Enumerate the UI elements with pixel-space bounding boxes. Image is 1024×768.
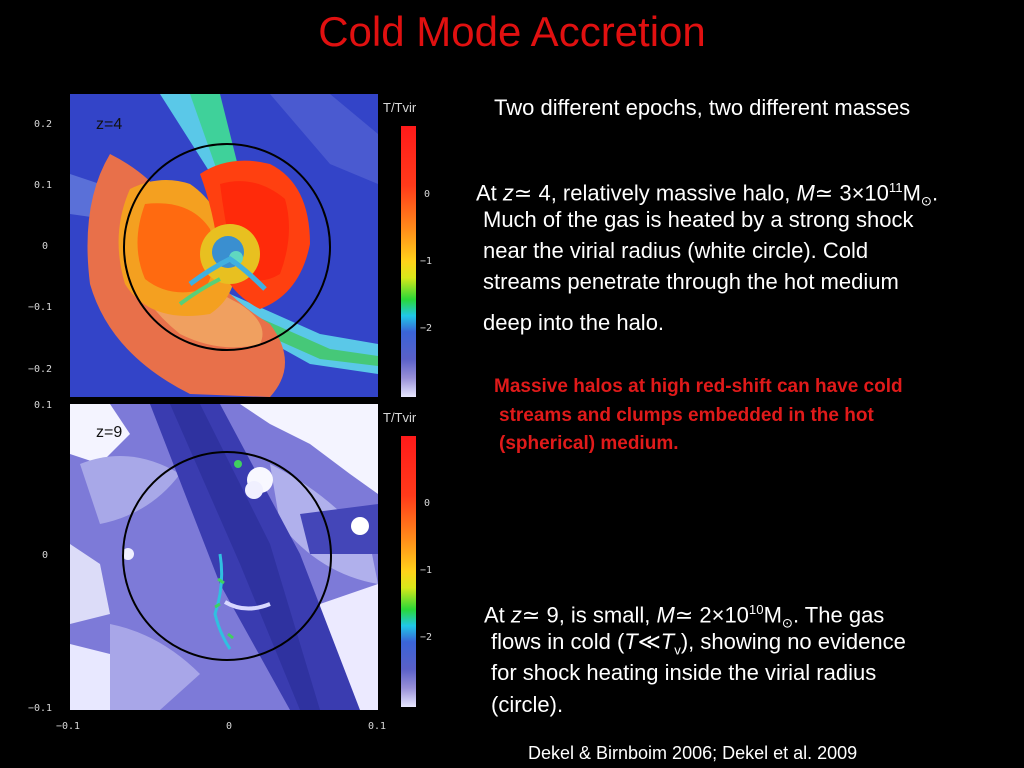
bottom-panel-label: z=9 bbox=[96, 424, 123, 441]
top-colorbar-tick-0: 0 bbox=[424, 189, 431, 200]
bottom-y-tick-1: 0 bbox=[42, 550, 49, 561]
top-temperature-map bbox=[70, 94, 378, 397]
bottom-x-tick-0: −0.1 bbox=[56, 721, 81, 732]
z4-line-3: near the virial radius (white circle). C… bbox=[483, 238, 869, 263]
top-panel-label: z=4 bbox=[96, 116, 123, 133]
bottom-colorbar bbox=[401, 436, 416, 707]
top-y-tick-3: −0.1 bbox=[28, 302, 53, 313]
top-y-tick-4: −0.2 bbox=[28, 364, 53, 375]
bottom-colorbar-tick-0: 0 bbox=[424, 498, 431, 509]
epochs-heading: Two different epochs, two different mass… bbox=[494, 95, 911, 120]
citation: Dekel & Birnboim 2006; Dekel et al. 2009 bbox=[528, 743, 858, 763]
z4-line-5: deep into the halo. bbox=[483, 310, 665, 335]
slide-title: Cold Mode Accretion bbox=[318, 8, 706, 55]
z9-line-4: (circle). bbox=[491, 692, 564, 717]
z4-line-2: Much of the gas is heated by a strong sh… bbox=[483, 207, 914, 232]
bottom-temperature-map bbox=[70, 404, 378, 710]
top-y-tick-2: 0 bbox=[42, 241, 49, 252]
top-y-tick-0: 0.2 bbox=[34, 119, 53, 130]
z4-line-4: streams penetrate through the hot medium bbox=[483, 269, 899, 294]
top-colorbar bbox=[401, 126, 416, 397]
z9-line-2: flows in cold (T≪Tv), showing no evidenc… bbox=[491, 629, 906, 658]
top-y-tick-1: 0.1 bbox=[34, 180, 53, 191]
bottom-colorbar-title: T/Tvir bbox=[383, 410, 417, 425]
z9-line-3: for shock heating inside the virial radi… bbox=[491, 660, 877, 685]
highlight-line-3: (spherical) medium. bbox=[499, 433, 679, 454]
bottom-colorbar-tick-1: −1 bbox=[420, 565, 433, 576]
highlight-line-1: Massive halos at high red-shift can have… bbox=[494, 376, 903, 397]
z9-line-1: At z≃ 9, is small, M≃ 2×1010M⊙. The gas bbox=[484, 602, 885, 631]
bottom-y-tick-2: −0.1 bbox=[28, 703, 53, 714]
top-colorbar-tick-1: −1 bbox=[420, 256, 433, 267]
bottom-x-tick-1: 0 bbox=[226, 721, 233, 732]
z4-line-1: At z≃ 4, relatively massive halo, M≃ 3×1… bbox=[476, 180, 939, 209]
top-colorbar-tick-2: −2 bbox=[420, 323, 433, 334]
bottom-colorbar-tick-2: −2 bbox=[420, 632, 433, 643]
highlight-line-2: streams and clumps embedded in the hot bbox=[499, 405, 874, 426]
top-colorbar-title: T/Tvir bbox=[383, 100, 417, 115]
bottom-y-tick-0: 0.1 bbox=[34, 400, 53, 411]
bottom-x-tick-2: 0.1 bbox=[368, 721, 387, 732]
